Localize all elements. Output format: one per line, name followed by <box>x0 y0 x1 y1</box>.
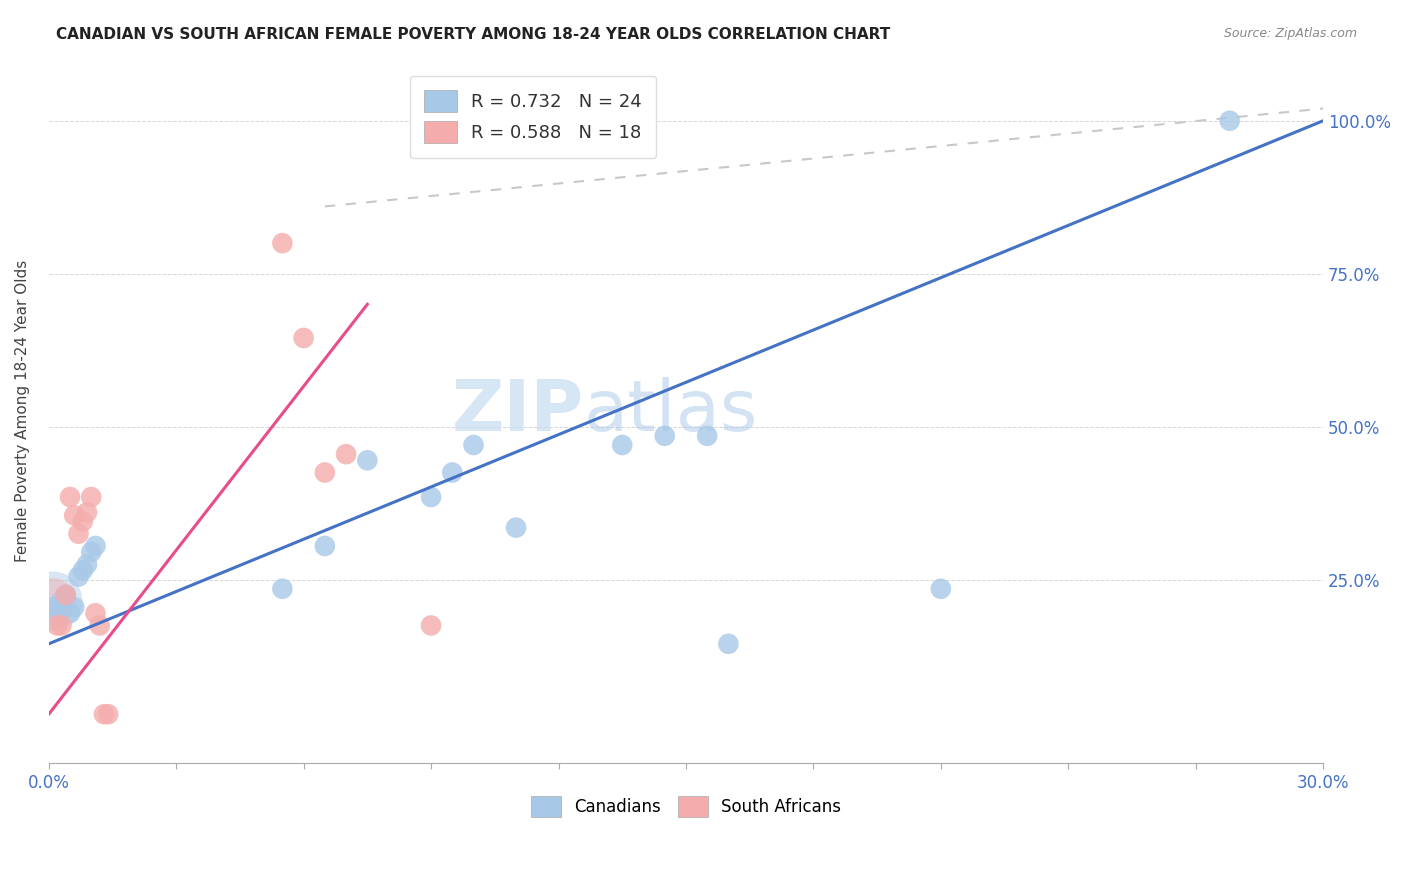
Point <box>80 490 103 504</box>
Y-axis label: Female Poverty Among 18-24 Year Olds: Female Poverty Among 18-24 Year Olds <box>15 260 30 563</box>
Point <box>55 588 77 602</box>
Point <box>314 466 336 480</box>
Point <box>271 236 294 251</box>
Point <box>929 582 952 596</box>
Point <box>46 618 69 632</box>
Point <box>612 438 634 452</box>
Point <box>72 563 94 577</box>
Text: Source: ZipAtlas.com: Source: ZipAtlas.com <box>1223 27 1357 40</box>
Point <box>42 600 65 615</box>
Point <box>420 490 443 504</box>
Point <box>654 429 676 443</box>
Point <box>46 606 69 620</box>
Point <box>271 582 294 596</box>
Legend: Canadians, South Africans: Canadians, South Africans <box>523 789 849 825</box>
Point <box>63 600 86 615</box>
Point <box>696 429 718 443</box>
Point <box>84 606 107 620</box>
Text: ZIP: ZIP <box>451 376 583 446</box>
Point <box>67 569 90 583</box>
Point <box>67 526 90 541</box>
Point <box>717 637 740 651</box>
Point <box>93 707 115 722</box>
Point <box>89 618 111 632</box>
Point <box>55 588 77 602</box>
Point <box>42 594 65 608</box>
Text: atlas: atlas <box>583 376 758 446</box>
Point <box>463 438 485 452</box>
Point <box>420 618 443 632</box>
Point <box>80 545 103 559</box>
Point <box>42 594 65 608</box>
Point <box>76 505 98 519</box>
Point <box>72 515 94 529</box>
Point <box>59 490 82 504</box>
Point <box>59 606 82 620</box>
Point <box>314 539 336 553</box>
Point <box>51 594 73 608</box>
Point <box>505 520 527 534</box>
Text: CANADIAN VS SOUTH AFRICAN FEMALE POVERTY AMONG 18-24 YEAR OLDS CORRELATION CHART: CANADIAN VS SOUTH AFRICAN FEMALE POVERTY… <box>56 27 890 42</box>
Point <box>76 558 98 572</box>
Point <box>356 453 378 467</box>
Point <box>97 707 120 722</box>
Point <box>441 466 464 480</box>
Point <box>335 447 357 461</box>
Point <box>51 618 73 632</box>
Point <box>84 539 107 553</box>
Point <box>292 331 315 345</box>
Point <box>1219 113 1241 128</box>
Point <box>63 508 86 523</box>
